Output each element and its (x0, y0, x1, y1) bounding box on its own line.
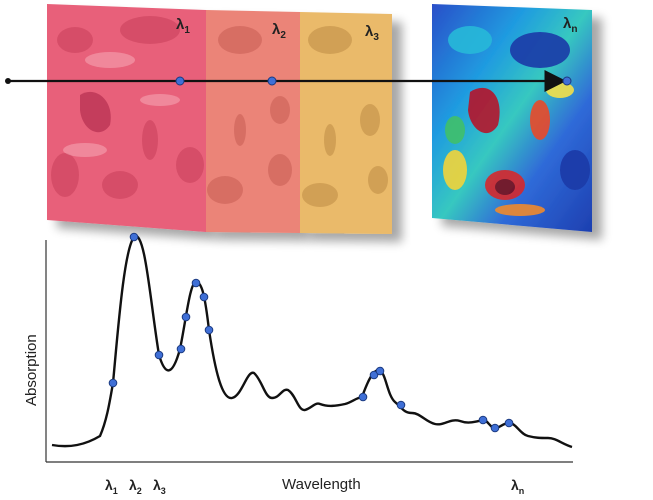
tick-label-lambda-n: λn (511, 477, 524, 496)
spectrum-point (176, 344, 186, 354)
spectrum-point (154, 350, 164, 360)
pixel-marker-lambda-1 (175, 76, 185, 86)
panel-label-lambda-2: λ2 (272, 21, 286, 41)
panel-label-lambda-n: λn (563, 15, 577, 35)
panel-label-lambda-1: λ1 (176, 16, 190, 36)
spectrum-point (129, 232, 139, 242)
panel-lambda-n (432, 4, 592, 232)
spectrum-point (369, 370, 379, 380)
spectrum-point (108, 378, 118, 388)
panel-lambda-2 (206, 10, 300, 233)
spectrum-point (204, 325, 214, 335)
spectrum-point (478, 415, 488, 425)
tick-label-lambda-2: λ2 (129, 477, 142, 496)
spectrum-point (504, 418, 514, 428)
wavelength-image-stack: λ1 λ2 λ3 λn (47, 4, 592, 234)
spectrum-point (490, 423, 500, 433)
panel-lambda-3 (300, 12, 392, 234)
pixel-marker-lambda-2 (267, 76, 277, 86)
spectrum-point (199, 292, 209, 302)
pixel-marker-lambda-n (562, 76, 572, 86)
spectrum-point (396, 400, 406, 410)
spectrum-point (191, 278, 201, 288)
panel-label-lambda-3: λ3 (365, 23, 379, 43)
spectrum-curve (51, 235, 573, 449)
absorption-spectrum: Absorption Wavelength λ1 λ2 λ3 λn (23, 232, 573, 496)
spectrum-point (358, 392, 368, 402)
tick-label-lambda-1: λ1 (105, 477, 118, 496)
pixel-ray-arrow (5, 70, 572, 92)
y-axis-label: Absorption (23, 334, 40, 406)
spectrum-point (181, 312, 191, 322)
tick-label-lambda-3: λ3 (153, 477, 166, 496)
spectrum-point (375, 366, 385, 376)
panel-lambda-1 (47, 4, 206, 232)
ray-origin-dot (5, 78, 11, 84)
spectrum-markers (108, 232, 514, 433)
x-axis-label: Wavelength (282, 476, 361, 493)
